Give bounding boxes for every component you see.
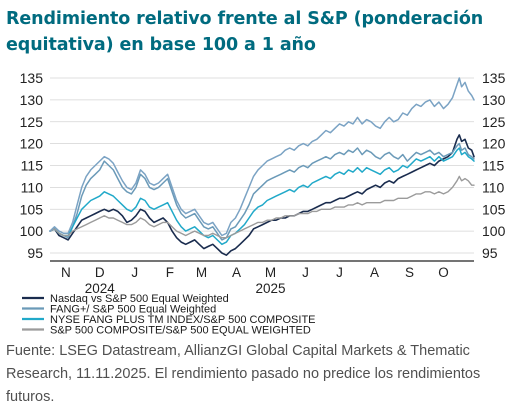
y-tick-left-110: 110 xyxy=(21,179,44,195)
y-tick-right-120: 120 xyxy=(482,136,506,152)
legend-label-3: NYSE FANG PLUS TM INDEX/S&P 500 COMPOSIT… xyxy=(50,314,316,326)
y-tick-left-135: 135 xyxy=(20,70,44,86)
x-tick-6: A xyxy=(232,265,241,280)
chart-title: Rendimiento relativo frente al S&P (pond… xyxy=(6,9,484,55)
legend-label-1: Nasdaq vs S&P 500 Equal Weighted xyxy=(50,293,229,305)
legend-label-2: FANG+/ S&P 500 Equal Weighted xyxy=(50,304,216,316)
y-tick-right-130: 130 xyxy=(482,92,506,108)
series-line-3 xyxy=(49,147,475,246)
x-year-label-2: 2025 xyxy=(255,281,285,296)
series-line-2 xyxy=(49,142,475,241)
y-tick-left-105: 105 xyxy=(20,201,44,217)
x-tick-11: S xyxy=(405,265,414,280)
y-tick-left-130: 130 xyxy=(20,92,44,108)
series-lines xyxy=(49,77,475,256)
series-line-1 xyxy=(49,134,475,256)
x-tick-4: F xyxy=(166,265,174,280)
y-tick-left-120: 120 xyxy=(20,136,44,152)
series-line-4 xyxy=(49,175,475,239)
legend-label-4: S&P 500 COMPOSITE/S&P 500 EQUAL WEIGHTED xyxy=(50,325,311,337)
y-tick-right-100: 100 xyxy=(482,223,506,239)
source-note: Fuente: LSEG Datastream, AllianzGI Globa… xyxy=(6,343,481,405)
y-tick-right-115: 115 xyxy=(482,158,505,174)
y-tick-right-105: 105 xyxy=(482,201,506,217)
x-tick-10: A xyxy=(370,265,379,280)
line-chart: 95 95 100 100 105 105 110 110 115 115 120 120 125 125… xyxy=(20,70,506,337)
x-tick-12: O xyxy=(438,265,449,280)
x-tick-5: M xyxy=(196,265,207,280)
x-tick-7: M xyxy=(265,265,276,280)
x-tick-2: D xyxy=(95,265,105,280)
series-line-5 xyxy=(49,77,475,237)
x-tick-1: N xyxy=(61,265,71,280)
x-tick-8: J xyxy=(302,265,309,280)
x-tick-9: J xyxy=(336,265,343,280)
y-tick-right-95: 95 xyxy=(482,245,498,261)
x-tick-3: J xyxy=(131,265,138,280)
y-tick-right-135: 135 xyxy=(482,70,506,86)
y-tick-left-115: 115 xyxy=(21,158,44,174)
y-tick-left-125: 125 xyxy=(20,114,44,130)
x-year-label-1: 2024 xyxy=(85,281,116,296)
y-tick-left-100: 100 xyxy=(20,223,44,239)
y-tick-right-110: 110 xyxy=(482,179,505,195)
y-tick-left-95: 95 xyxy=(27,245,43,261)
axes: 95 95 100 100 105 105 110 110 115 115 120 120 125 125… xyxy=(20,70,506,296)
y-tick-right-125: 125 xyxy=(482,114,506,130)
